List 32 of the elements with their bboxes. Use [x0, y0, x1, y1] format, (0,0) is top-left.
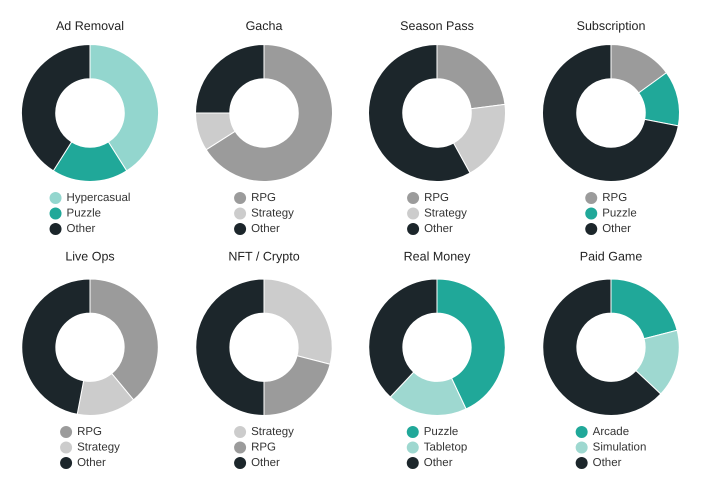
legend-label: Puzzle — [66, 208, 102, 220]
legend-label: Other — [66, 223, 96, 236]
legend-label: Puzzle — [424, 426, 458, 438]
legend-label: Strategy — [251, 208, 294, 220]
legend-label: Other — [251, 457, 280, 470]
legend-label: Other — [77, 457, 106, 470]
legend-label: RPG — [77, 426, 102, 438]
chart-title: Paid Game — [580, 249, 642, 264]
legend-label: Strategy — [77, 442, 120, 454]
legend-label: Other — [424, 223, 454, 236]
chart-title: Season Pass — [400, 18, 474, 33]
legend-label: Strategy — [251, 426, 294, 438]
legend-label: Other — [424, 457, 453, 470]
legend-label: Puzzle — [602, 208, 637, 220]
legend-label: Hypercasual — [66, 192, 130, 204]
legend-label: Other — [251, 223, 280, 236]
legend-label: RPG — [251, 442, 276, 454]
chart-title: Live Ops — [65, 249, 115, 264]
legend-label: Tabletop — [424, 442, 468, 454]
legend-label: RPG — [251, 192, 276, 204]
legend-label: Other — [602, 223, 632, 236]
legend-label: RPG — [424, 192, 450, 204]
legend-label: Other — [592, 457, 622, 470]
legend-label: Strategy — [424, 208, 468, 220]
chart-title: Ad Removal — [56, 18, 124, 33]
chart-title: NFT / Crypto — [228, 249, 300, 264]
chart-title: Subscription — [576, 18, 646, 33]
legend-label: RPG — [602, 192, 628, 204]
legend-label: Simulation — [592, 442, 646, 454]
chart-title: Real Money — [404, 249, 472, 264]
legend-label: Arcade — [592, 426, 630, 438]
chart-title: Gacha — [246, 18, 282, 33]
